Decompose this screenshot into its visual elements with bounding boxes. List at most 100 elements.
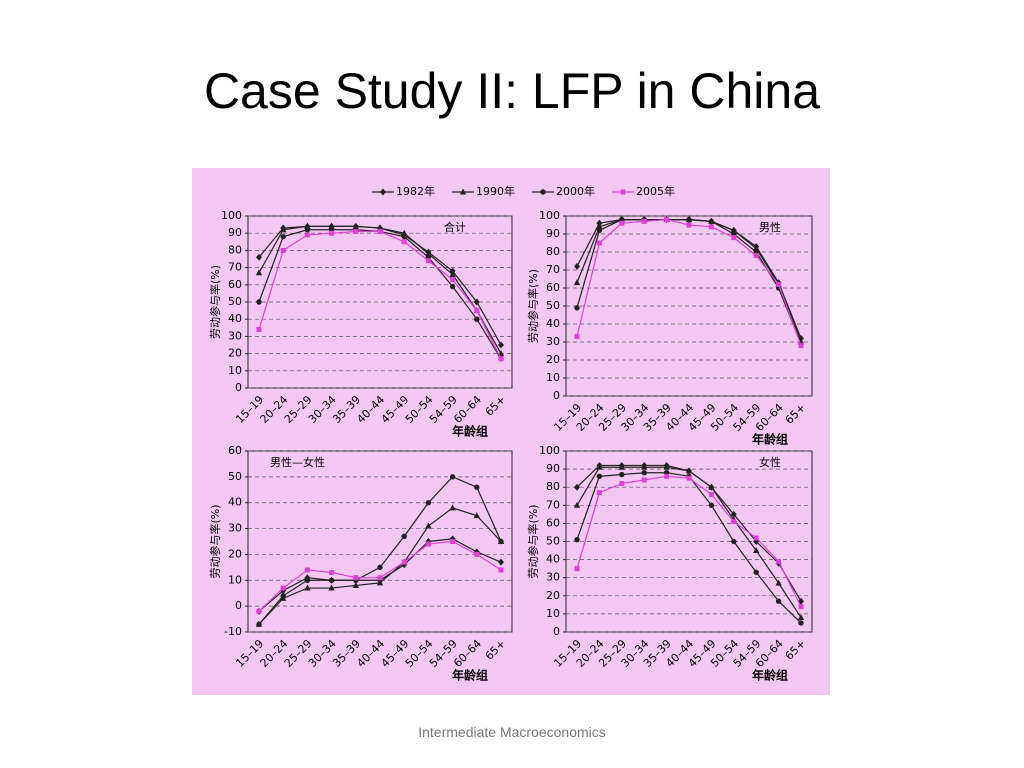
point [473,298,480,306]
point [574,566,580,572]
point [401,533,407,540]
point [329,230,335,236]
y-tick-label: 10 [546,607,560,620]
y-tick-label: 50 [546,535,560,548]
point [753,253,759,259]
point [425,258,431,264]
point [352,581,359,588]
point [449,283,456,290]
point [708,483,715,490]
point [304,222,311,229]
point [641,477,647,483]
point [304,567,310,573]
point [730,226,737,233]
point [401,233,407,240]
y-tick-label: 80 [228,243,242,256]
y-tick-label: 70 [546,263,560,276]
point [619,481,625,487]
point [753,569,759,575]
point [708,491,714,497]
point [376,579,384,586]
point [450,277,456,283]
y-tick-label: 50 [228,295,242,308]
y-tick-label: 60 [546,281,560,294]
y-tick-label: 30 [546,571,560,584]
point [776,281,782,287]
point [574,334,580,340]
y-tick-label: 70 [228,261,242,274]
point [304,227,311,233]
point [425,500,432,506]
point [498,341,504,349]
point [280,233,286,240]
y-tick-label: 30 [228,522,242,535]
point [449,474,456,480]
point [255,269,263,276]
point [256,327,262,333]
y-axis-label: 劳动参与率(%) [208,504,222,578]
point [775,579,782,586]
point [498,538,504,545]
point [664,217,670,223]
point [377,575,383,581]
legend-marker [459,188,467,195]
point [304,584,311,591]
y-tick-label: 60 [228,278,242,291]
slide-title: Case Study II: LFP in China [203,63,821,119]
x-axis-label: 年龄组 [752,668,788,683]
y-tick-label: 100 [539,444,560,457]
y-tick-label: 20 [228,347,242,360]
point [641,463,648,470]
point [708,224,714,230]
point [798,343,804,349]
point [473,512,480,519]
point [596,240,602,246]
point [328,577,335,583]
point [641,470,647,476]
x-axis-label: 年龄组 [452,668,488,683]
y-tick-label: 50 [228,470,242,483]
point [596,473,603,480]
y-tick-label: 60 [546,516,560,529]
point [596,219,603,227]
point [256,299,262,305]
point [304,232,310,238]
y-tick-label: 0 [235,599,242,612]
point [401,239,407,245]
figure-background [192,168,830,695]
y-tick-label: 10 [228,573,242,586]
point [619,220,625,226]
panel-title: 男性 [759,220,781,234]
panel-title: 合计 [444,220,466,234]
y-axis-label: 劳动参与率(%) [526,504,540,578]
y-tick-label: 70 [546,498,560,511]
point [664,473,670,479]
x-axis-label: 年龄组 [752,432,788,447]
point [425,250,432,257]
point [304,577,311,583]
y-tick-label: 60 [228,444,242,457]
point [798,620,804,626]
point [574,305,580,311]
y-tick-label: 80 [546,245,560,258]
point [686,475,692,481]
y-tick-label: 10 [546,371,560,384]
point [686,222,692,228]
point [798,604,804,610]
point [353,575,359,581]
plot-area [247,450,513,633]
point [328,222,335,229]
point [256,253,262,261]
point [425,541,431,547]
point [449,270,456,277]
point [574,262,580,270]
point [498,558,504,566]
point [685,467,693,474]
point [775,598,782,604]
point [474,484,480,490]
point [731,519,737,525]
y-axis-label: 劳动参与率(%) [208,265,222,339]
y-tick-label: 40 [546,317,560,330]
panel-title: 女性 [759,455,781,469]
